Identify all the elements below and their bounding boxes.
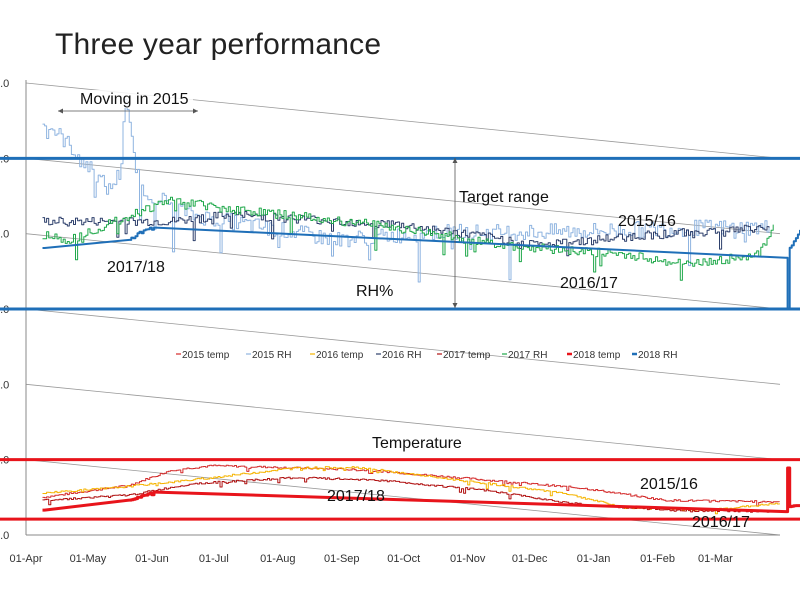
annotation-temp-2016-17: 2016/17 (692, 514, 750, 531)
y-tick-label: 0.0 (0, 229, 9, 241)
annotation-rh-percent: RH% (356, 283, 393, 300)
x-tick-label: 01-Jan (577, 553, 611, 565)
y-tick-label: 0.0 (0, 530, 9, 542)
diagonal-line (25, 157, 781, 235)
x-tick-label: 01-Aug (260, 553, 295, 565)
annotation-moving-in-2015: Moving in 2015 (80, 91, 189, 108)
chart-title: Three year performance (55, 28, 382, 61)
annotation-rh-2017-18: 2017/18 (107, 259, 165, 276)
x-tick-label: 01-Feb (640, 553, 675, 565)
target-band-lines (0, 156, 800, 521)
diagonal-line (25, 383, 781, 461)
x-tick-label: 01-Jul (199, 553, 229, 565)
x-tick-label: 01-Dec (512, 553, 548, 565)
annotation-temperature: Temperature (372, 435, 462, 452)
legend-item: 2017 temp (443, 350, 491, 361)
x-tick-labels: 01-Apr 01-May 01-Jun 01-Jul 01-Aug 01-Sep 01-O… (9, 553, 733, 565)
diagonal-line (25, 308, 781, 385)
legend: 2015 temp 2015 RH 2016 temp 2016 RH 2017 tem… (176, 350, 677, 361)
x-tick-label: 01-Sep (324, 553, 359, 565)
legend-item: 2015 temp (182, 350, 230, 361)
legend-item: 2018 RH (638, 350, 677, 361)
series-line-2017-rh (42, 196, 774, 281)
y-tick-label: 0.0 (0, 78, 9, 90)
annotation-temp-2017-18: 2017/18 (327, 488, 385, 505)
legend-item: 2016 temp (316, 350, 364, 361)
series-line-2015-rh (42, 99, 770, 283)
diagonal-line (25, 459, 781, 536)
series-line-2015-temp (42, 464, 780, 507)
y-tick-label: 0.0 (0, 379, 9, 391)
x-tick-label: 01-Nov (450, 553, 486, 565)
series-line-2018-rh (42, 226, 800, 310)
series-line-2018-temp (42, 466, 800, 514)
annotation-rh-2016-17: 2016/17 (560, 275, 618, 292)
annotation-target-range: Target range (459, 189, 549, 206)
x-tick-label: 01-Apr (9, 553, 42, 565)
annotation-rh-2015-16: 2015/16 (618, 213, 676, 230)
moving-in-2015-arrow (58, 108, 198, 114)
x-tick-label: 01-Mar (698, 553, 733, 565)
annotation-temp-2015-16: 2015/16 (640, 476, 698, 493)
x-tick-label: 01-May (70, 553, 107, 565)
legend-item: 2015 RH (252, 350, 291, 361)
x-tick-label: 01-Jun (135, 553, 169, 565)
diagonal-line (25, 233, 781, 310)
x-tick-label: 01-Oct (387, 553, 420, 565)
legend-item: 2017 RH (508, 350, 547, 361)
legend-item: 2018 temp (573, 350, 621, 361)
legend-item: 2016 RH (382, 350, 421, 361)
target-range-arrow (452, 158, 458, 308)
series-lines (42, 99, 800, 515)
